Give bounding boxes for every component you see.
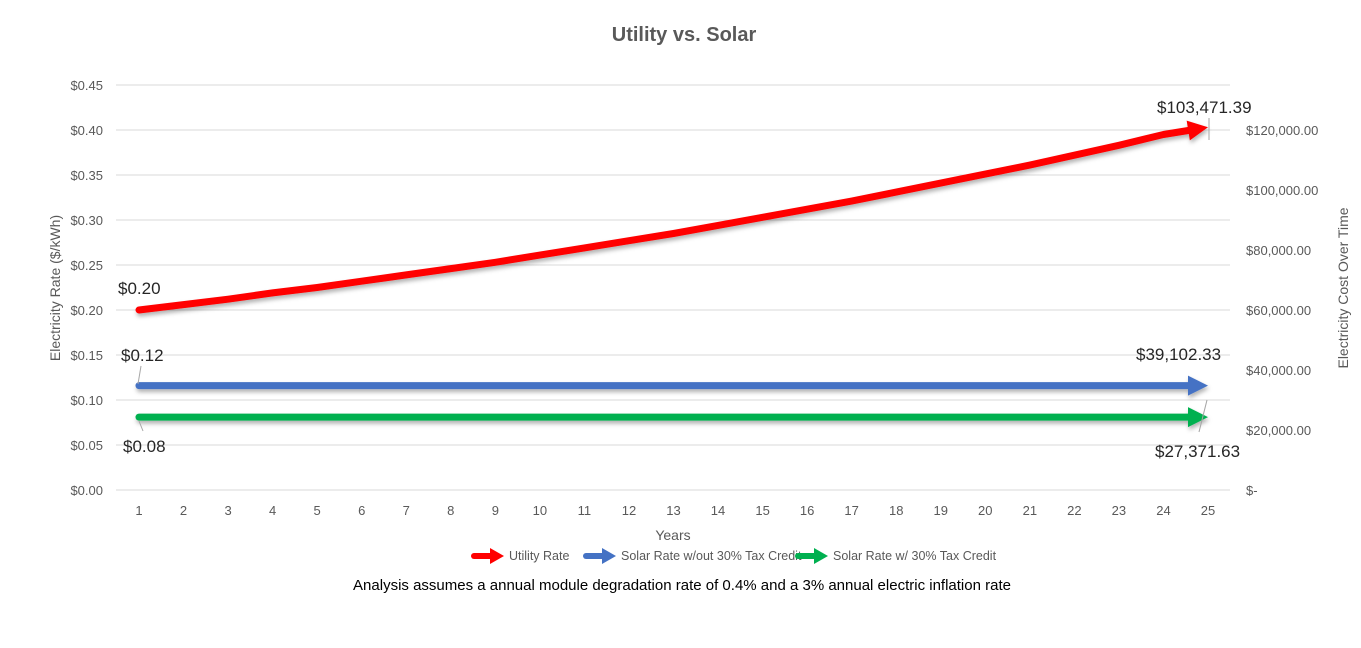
x-tick-label: 14 [711,503,725,518]
y-axis-ticks: $0.00 $0.05 $0.10 $0.15 $0.20 $0.25 $0.30 $0.35… [70,78,103,498]
y-tick-label: $0.15 [70,348,103,363]
y2-axis-ticks: $- $20,000.00 $40,000.00 $60,000.00 $80,000.… [1246,123,1318,498]
utility-start-label: $0.20 [118,279,161,298]
series-group [135,120,1209,428]
series-2 [135,375,1209,396]
y2-tick-label: $120,000.00 [1246,123,1318,138]
y-tick-label: $0.45 [70,78,103,93]
x-tick-label: 1 [135,503,142,518]
chart-title: Utility vs. Solar [612,24,757,46]
x-tick-label: 24 [1156,503,1170,518]
y2-tick-label: $80,000.00 [1246,243,1311,258]
x-tick-label: 19 [934,503,948,518]
x-tick-label: 18 [889,503,903,518]
leader-line [137,365,142,385]
y2-axis-title: Electricity Cost Over Time [1335,207,1351,368]
y2-tick-label: $100,000.00 [1246,183,1318,198]
x-tick-label: 2 [180,503,187,518]
x-axis-title: Years [655,527,690,543]
data-labels: $0.20 $103,471.39 $0.12 $39,102.33 $0.08… [118,98,1252,461]
x-tick-label: 10 [533,503,547,518]
x-tick-label: 5 [314,503,321,518]
x-tick-label: 9 [492,503,499,518]
legend-label: Utility Rate [509,549,569,563]
series-arrowhead [1188,407,1208,428]
x-tick-label: 13 [666,503,680,518]
y-tick-label: $0.10 [70,393,103,408]
series-arrowhead [1188,375,1208,396]
solar-no-credit-start-label: $0.12 [121,346,164,365]
y-axis-title: Electricity Rate ($/kWh) [47,215,63,361]
x-tick-label: 21 [1023,503,1037,518]
series-1 [135,120,1209,314]
x-tick-label: 6 [358,503,365,518]
annotation-note: Analysis assumes a annual module degrada… [353,577,1011,594]
y-tick-label: $0.20 [70,303,103,318]
solar-credit-start-label: $0.08 [123,437,166,456]
x-axis-ticks: 1 2 3 4 5 6 7 8 9 10 11 12 13 14 15 16 17 18 19 20 21 22 23 24 2… [135,503,1215,518]
series-arrowhead [1186,120,1208,141]
leader-line [1198,399,1208,433]
x-tick-label: 12 [622,503,636,518]
y2-tick-label: $40,000.00 [1246,363,1311,378]
y-tick-label: $0.00 [70,483,103,498]
x-tick-label: 23 [1112,503,1126,518]
y-tick-label: $0.30 [70,213,103,228]
legend-item-3: Solar Rate w/ 30% Tax Credit [795,548,997,564]
x-tick-label: 16 [800,503,814,518]
y-tick-label: $0.35 [70,168,103,183]
utility-end-label: $103,471.39 [1157,98,1252,117]
legend-arrow-icon [602,548,616,564]
solar-credit-end-label: $27,371.63 [1155,442,1240,461]
y-tick-label: $0.25 [70,258,103,273]
x-tick-label: 25 [1201,503,1215,518]
series-3 [135,407,1209,428]
x-tick-label: 17 [844,503,858,518]
x-tick-label: 8 [447,503,454,518]
x-tick-label: 22 [1067,503,1081,518]
y2-tick-label: $60,000.00 [1246,303,1311,318]
legend-label: Solar Rate w/out 30% Tax Credit [621,549,802,563]
y-tick-label: $0.05 [70,438,103,453]
legend-item-2: Solar Rate w/out 30% Tax Credit [583,548,802,564]
legend-arrow-icon [490,548,504,564]
x-tick-label: 15 [755,503,769,518]
legend-label: Solar Rate w/ 30% Tax Credit [833,549,997,563]
y-tick-label: $0.40 [70,123,103,138]
x-tick-label: 11 [578,503,592,518]
gridlines [116,84,1230,491]
x-tick-label: 20 [978,503,992,518]
x-tick-label: 4 [269,503,276,518]
y2-tick-label: $- [1246,483,1258,498]
legend: Utility Rate Solar Rate w/out 30% Tax Cre… [471,548,997,564]
legend-arrow-icon [814,548,828,564]
leader-line [138,420,144,432]
x-tick-label: 3 [224,503,231,518]
x-tick-label: 7 [403,503,410,518]
y2-tick-label: $20,000.00 [1246,423,1311,438]
solar-no-credit-end-label: $39,102.33 [1136,345,1221,364]
legend-item-1: Utility Rate [471,548,569,564]
